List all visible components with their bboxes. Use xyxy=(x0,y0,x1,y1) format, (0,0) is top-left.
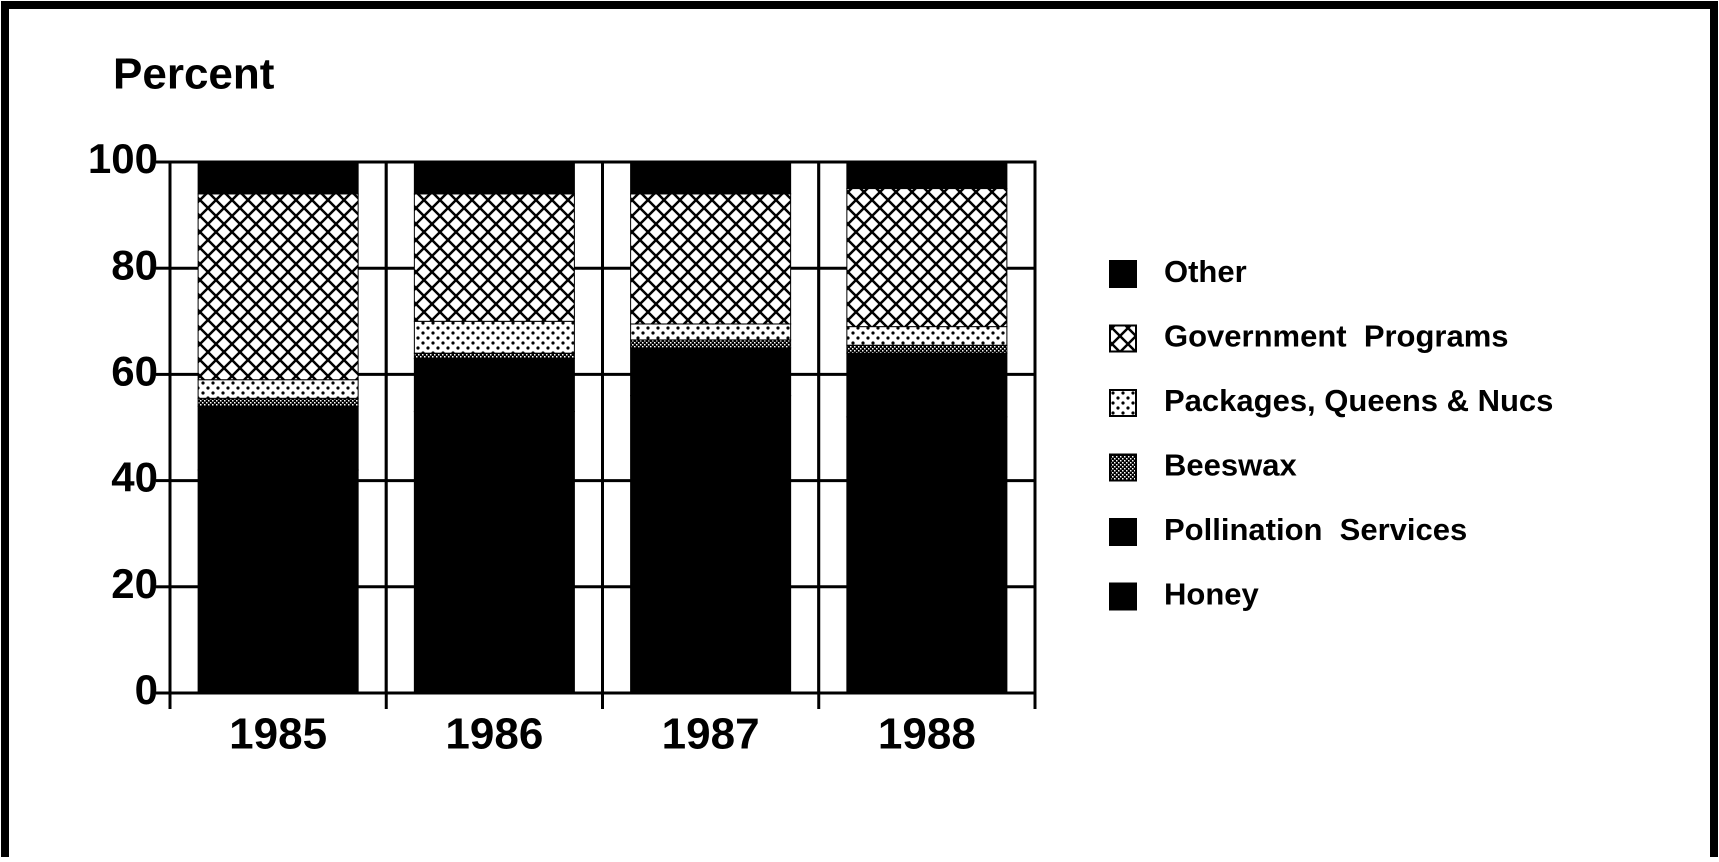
legend-label: Pollination Services xyxy=(1164,512,1467,547)
x-tick-label: 1987 xyxy=(662,710,760,759)
bar-segment xyxy=(846,344,1008,354)
legend-swatch xyxy=(1109,260,1137,288)
bar-segment xyxy=(197,397,359,407)
bar-segment xyxy=(630,395,792,694)
bar-segment xyxy=(630,161,792,195)
legend-label: Honey xyxy=(1164,577,1260,612)
bar-segment xyxy=(846,416,1008,694)
y-tick-label: 100 xyxy=(88,135,158,182)
legend-label: Other xyxy=(1164,254,1247,289)
bar-segment xyxy=(197,379,359,399)
bar-segment xyxy=(630,347,792,397)
bar-segment xyxy=(846,326,1008,346)
bar-segment xyxy=(413,352,575,359)
bar-segment xyxy=(413,320,575,354)
bar-segment xyxy=(197,193,359,381)
legend-label: Packages, Queens & Nucs xyxy=(1164,383,1553,418)
legend-swatch xyxy=(1109,389,1137,417)
x-tick-label: 1985 xyxy=(229,710,327,759)
legend-label: Government Programs xyxy=(1164,319,1509,354)
y-tick-label: 40 xyxy=(111,454,158,501)
bar-segment xyxy=(846,188,1008,328)
x-tick-label: 1988 xyxy=(878,710,976,759)
bar-segment xyxy=(413,357,575,413)
legend-swatch xyxy=(1109,582,1137,611)
bar-segment xyxy=(846,352,1008,418)
y-axis-label: Percent xyxy=(113,50,275,99)
legend-swatch xyxy=(1109,324,1137,353)
y-tick-label: 60 xyxy=(111,347,158,394)
legend-swatch xyxy=(1109,453,1137,482)
y-tick-label: 0 xyxy=(135,666,158,713)
bar-segment xyxy=(413,161,575,195)
bar-segment xyxy=(413,411,575,694)
bar-segment xyxy=(413,193,575,322)
bar-segment xyxy=(197,405,359,471)
bar-segment xyxy=(630,193,792,325)
bar-segment xyxy=(197,161,359,195)
bar-segment xyxy=(630,339,792,349)
bar-segment xyxy=(197,469,359,694)
bar-segment xyxy=(630,323,792,341)
legend-swatch xyxy=(1109,518,1137,546)
y-tick-label: 80 xyxy=(111,241,158,288)
y-tick-label: 20 xyxy=(111,560,158,607)
legend-label: Beeswax xyxy=(1164,448,1297,483)
x-tick-label: 1986 xyxy=(445,710,543,759)
bar-segment xyxy=(846,161,1008,190)
